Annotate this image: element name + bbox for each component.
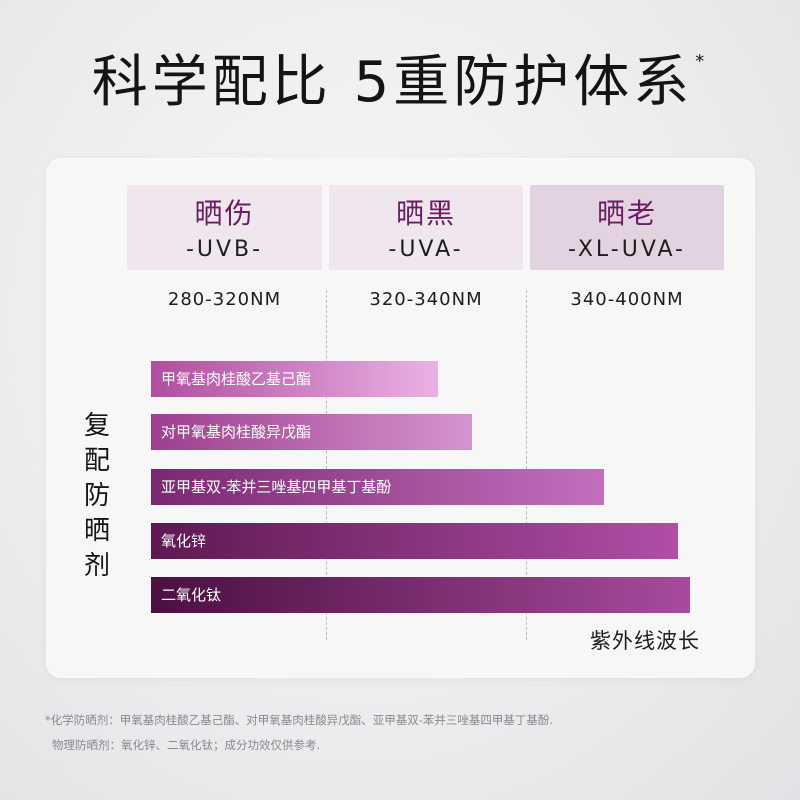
band-divider	[526, 290, 527, 640]
band-code: -UVA-	[388, 237, 464, 262]
band-range-uvb: 280-320NM	[167, 289, 282, 310]
band-range-xl-uva: 340-400NM	[570, 289, 684, 310]
footnote-physical: 物理防晒剂：氧化锌、二氧化钛；成分功效仅供参考.	[52, 738, 321, 752]
band-divider	[326, 290, 327, 640]
vertical-label-char: 剂	[83, 551, 110, 581]
band-header-uvb: 晒伤 -UVB-	[127, 185, 322, 270]
band-code: -XL-UVA-	[568, 237, 686, 262]
band-name: 晒老	[596, 197, 657, 230]
band-header-uva: 晒黑 -UVA-	[329, 185, 523, 270]
page-title: 科学配比 5重防护体系 *	[0, 48, 800, 118]
vertical-label-char: 防	[83, 481, 110, 511]
title-asterisk: *	[695, 51, 709, 72]
vertical-label-char: 晒	[83, 516, 110, 546]
vertical-label-char: 复	[83, 411, 110, 441]
band-name: 晒黑	[395, 197, 456, 230]
ingredient-bar: 二氧化钛	[151, 577, 690, 613]
vertical-label-char: 配	[83, 446, 110, 476]
ingredient-bar: 甲氧基肉桂酸乙基己酯	[151, 361, 438, 397]
band-name: 晒伤	[194, 197, 255, 230]
band-header-xl-uva: 晒老 -XL-UVA-	[530, 185, 724, 270]
ingredient-bar: 亚甲基双-苯并三唑基四甲基丁基酚	[151, 469, 604, 505]
ingredient-bar: 对甲氧基肉桂酸异戊酯	[151, 414, 472, 450]
vertical-label: 复 配 防 晒 剂	[77, 409, 117, 584]
axis-label: 紫外线波长	[590, 629, 700, 653]
band-range-uva: 320-340NM	[369, 289, 483, 310]
footnote-chemical: *化学防晒剂：甲氧基肉桂酸乙基己酯、对甲氧基肉桂酸异戊酯、亚甲基双-苯并三唑基四…	[45, 713, 554, 727]
ingredient-bar: 氧化锌	[151, 523, 678, 559]
band-code: -UVB-	[185, 237, 264, 262]
title-text: 科学配比 5重防护体系	[91, 50, 694, 115]
